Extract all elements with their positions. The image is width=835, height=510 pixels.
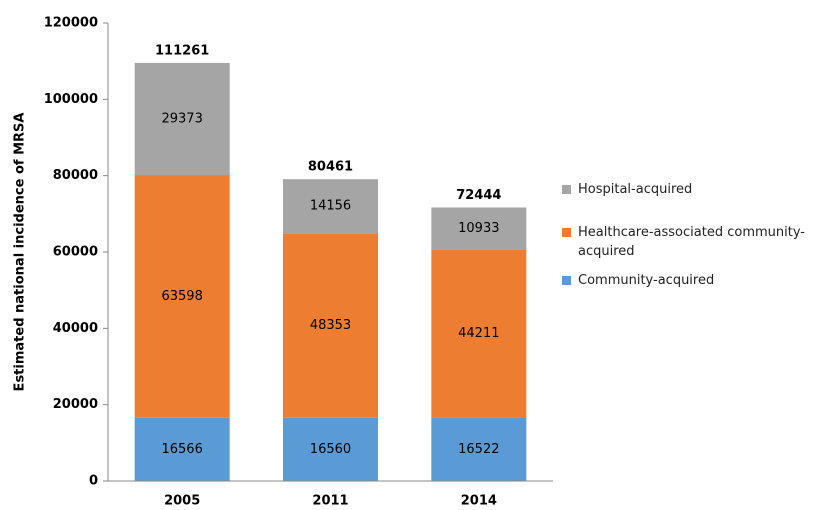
bar-segment xyxy=(431,417,527,481)
legend: Hospital-acquired Healthcare-associated c… xyxy=(562,180,827,300)
data-label: 14156 xyxy=(310,199,351,214)
legend-item: Hospital-acquired xyxy=(562,180,827,199)
bar-segment xyxy=(134,417,230,481)
y-tick-label: 120000 xyxy=(44,16,98,31)
data-label: 16566 xyxy=(161,442,202,457)
y-tick-label: 80000 xyxy=(53,168,98,183)
y-tick-label: 20000 xyxy=(53,397,98,412)
data-label: 48353 xyxy=(310,318,351,333)
y-tick-label: 40000 xyxy=(53,321,98,336)
y-axis-label: Estimated national incidence of MRSA xyxy=(13,113,28,392)
x-tick-label: 2011 xyxy=(312,494,348,509)
y-tick-label: 60000 xyxy=(53,245,98,260)
legend-swatch xyxy=(562,228,571,237)
bar-segment xyxy=(283,233,378,418)
legend-label: Community-acquired xyxy=(578,273,715,288)
data-label: 63598 xyxy=(161,289,202,304)
bar-segment xyxy=(134,175,230,418)
data-label: 10933 xyxy=(458,221,499,236)
legend-label: Healthcare-associated community-acquired xyxy=(578,225,805,259)
data-label: 29373 xyxy=(161,111,202,126)
bar-segment xyxy=(134,62,230,176)
legend-swatch xyxy=(562,185,571,194)
bar-segment xyxy=(431,249,527,418)
x-tick-label: 2005 xyxy=(164,494,200,509)
legend-swatch xyxy=(562,276,571,285)
bar-segment xyxy=(431,207,527,250)
y-tick-label: 100000 xyxy=(44,92,98,107)
bar-segment xyxy=(283,417,378,481)
total-label: 111261 xyxy=(155,43,209,58)
legend-item: Community-acquired xyxy=(562,271,827,290)
data-label: 44211 xyxy=(458,326,499,341)
total-label: 80461 xyxy=(308,160,353,175)
bar-segment xyxy=(283,179,378,234)
y-tick-label: 0 xyxy=(89,474,98,489)
data-label: 16522 xyxy=(458,442,499,457)
data-label: 16560 xyxy=(310,442,351,457)
legend-label: Hospital-acquired xyxy=(578,182,693,197)
x-tick-label: 2014 xyxy=(461,494,497,509)
legend-item: Healthcare-associated community-acquired xyxy=(562,223,827,261)
total-label: 72444 xyxy=(456,188,501,203)
